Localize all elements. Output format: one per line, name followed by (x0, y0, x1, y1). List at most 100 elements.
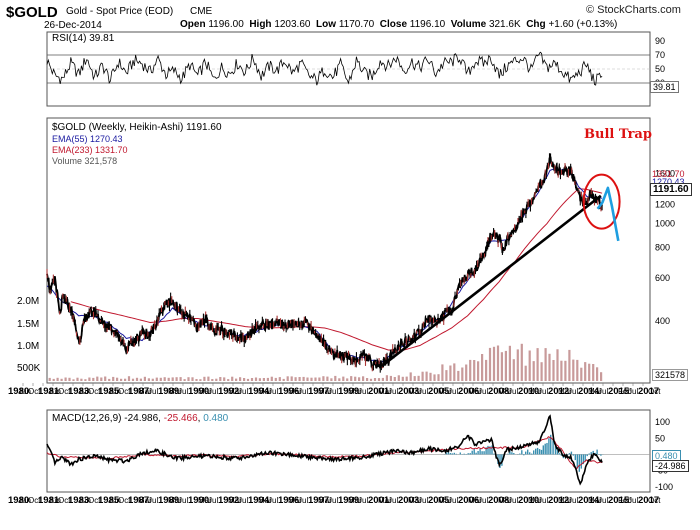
macd-time-label: 2014 (578, 495, 600, 506)
volume-bar (143, 376, 146, 381)
volume-bar (568, 349, 571, 381)
macd-time-label: 2012 (548, 495, 569, 506)
macd-histogram-bar (596, 449, 598, 455)
volume-bar (246, 378, 250, 381)
macd-time-label: Mar (138, 496, 152, 505)
macd-histogram-bar (576, 454, 578, 468)
volume-bar (298, 377, 301, 381)
price-time-label: 2003 (398, 386, 419, 397)
macd-time-label: Jul (358, 496, 368, 505)
price-time-label: 2006 (458, 386, 479, 397)
volume-bar (413, 376, 416, 381)
macd-histogram-bar (483, 451, 485, 455)
macd-histogram-bar (598, 454, 600, 455)
macd-histogram-bar (481, 451, 483, 455)
volume-bar (147, 378, 150, 381)
macd-histogram-bar (487, 445, 489, 455)
price-tick-label: 800 (655, 242, 670, 252)
legend-ema55-value: 1270.43 (90, 134, 123, 144)
quote-close: 1196.10 (409, 19, 446, 30)
volume-bar (441, 364, 444, 381)
volume-bar (369, 378, 373, 381)
macd-time-label: 1980 (8, 495, 29, 506)
quote-low-label: Low (316, 19, 337, 30)
macd-line (46, 414, 603, 486)
quote-open-label: Open (180, 19, 206, 30)
volume-bar (342, 376, 345, 381)
volume-axis-500k: 500K (17, 363, 41, 374)
price-time-label: Feb (618, 387, 632, 396)
macd-histogram-bar (451, 453, 453, 455)
macd-time-label: 1981 (38, 495, 60, 506)
volume-bar (159, 377, 162, 381)
macd-histogram-bar (455, 453, 457, 455)
macd-time-label: Jul (538, 496, 548, 505)
volume-bar (564, 360, 567, 381)
macd-time-label: Mar (228, 496, 242, 505)
macd-time-label: 2010 (518, 495, 539, 506)
macd-histogram-bar (542, 445, 544, 455)
volume-bar (223, 377, 226, 381)
quote-volume-label: Volume (450, 19, 487, 30)
volume-bar (592, 364, 595, 381)
volume-bar (330, 378, 333, 381)
macd-time-label: Jul (388, 496, 398, 505)
quote-open: 1196.00 (208, 19, 244, 30)
macd-time-label: Jun (48, 496, 61, 505)
macd-histogram-bar (582, 454, 584, 465)
volume-bar (60, 378, 63, 381)
macd-histogram-bar (527, 449, 529, 455)
volume-bar (481, 354, 484, 381)
macd-histogram-bar (556, 449, 559, 455)
macd-time-label: Jul (478, 496, 488, 505)
macd-time-label: Jul (448, 496, 458, 505)
volume-bar (449, 365, 452, 381)
macd-histogram-bar (459, 452, 461, 455)
macd-time-label: Mar (558, 496, 572, 505)
volume-bar (417, 375, 420, 381)
price-time-label: Mar (438, 387, 452, 396)
macd-histogram-bar (499, 454, 501, 468)
volume-bar (84, 379, 87, 381)
volume-bar (155, 377, 158, 381)
price-time-label: Mar (228, 387, 242, 396)
macd-histogram-bar (546, 443, 548, 455)
price-time-label: 2005 (428, 386, 450, 397)
volume-bar (429, 372, 432, 381)
volume-bar (314, 377, 317, 381)
volume-bar (266, 377, 269, 381)
price-time-label: Jul (448, 387, 458, 396)
volume-bar (457, 370, 460, 381)
price-time-label: 1999 (338, 386, 359, 397)
trendline (381, 194, 602, 368)
price-time-label: Mar (468, 387, 482, 396)
volume-bar (572, 359, 575, 381)
volume-bar (532, 361, 535, 381)
macd-histogram-bar (523, 454, 525, 456)
chart-description: Gold - Spot Price (EOD) (66, 6, 174, 17)
macd-histogram-bar (580, 454, 582, 469)
macd-histogram-bar (548, 438, 550, 455)
volume-last-tag: 321578 (652, 369, 689, 381)
volume-bar (163, 377, 166, 381)
rsi-line (46, 51, 603, 86)
legend-ema233-value: 1331.70 (95, 145, 128, 155)
price-time-label: Jul (358, 387, 368, 396)
macd-time-label: Jul (628, 496, 638, 505)
volume-bar (258, 378, 261, 381)
macd-time-label: Jul (508, 496, 518, 505)
price-panel: 4006008001000120014001600 (46, 153, 675, 381)
macd-time-label: Jul (148, 496, 158, 505)
macd-time-label: 1999 (338, 495, 359, 506)
volume-bar (556, 349, 559, 381)
volume-bar (516, 349, 519, 381)
price-time-label: 1990 (188, 386, 209, 397)
macd-histogram-bar (588, 453, 590, 455)
macd-histogram-bar (477, 451, 479, 455)
macd-histogram-bar (578, 454, 580, 472)
legend-volume-name: Volume (52, 156, 83, 166)
macd-histogram-bar (511, 452, 513, 455)
volume-bar (600, 372, 603, 381)
volume-bar (322, 376, 325, 381)
volume-bar (362, 376, 365, 381)
